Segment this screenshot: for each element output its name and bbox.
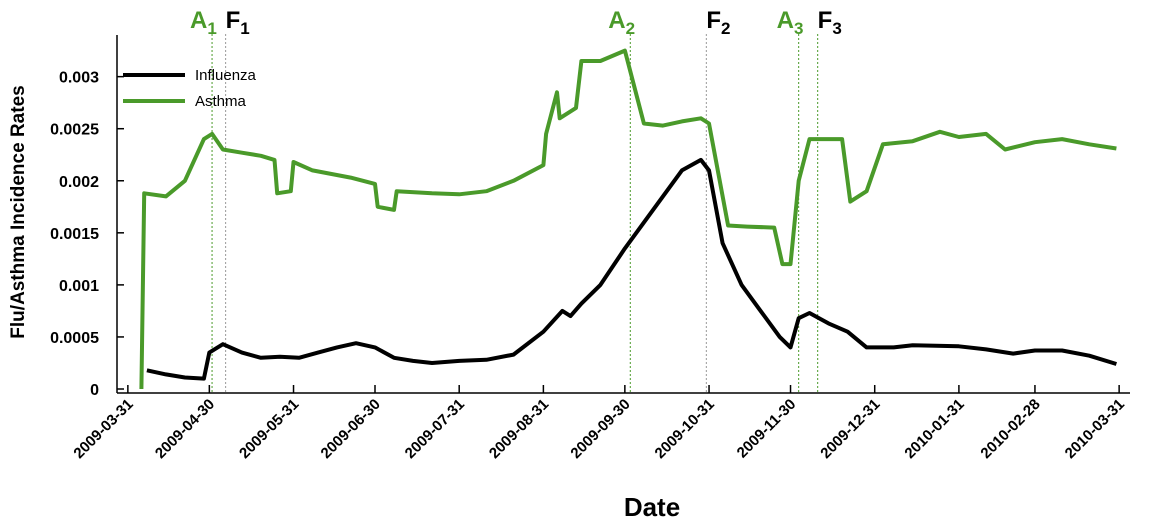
annotation-subscript: 2 bbox=[721, 19, 730, 38]
x-tick-label: 2009-11-30 bbox=[734, 396, 800, 462]
x-tick-label: 2009-05-31 bbox=[236, 396, 302, 462]
annotation-letter: F bbox=[706, 7, 721, 34]
annotation-label: F1 bbox=[226, 7, 250, 38]
y-tick-label: 0 bbox=[90, 382, 99, 399]
annotation-letter: F bbox=[818, 7, 833, 34]
annotation-subscript: 3 bbox=[794, 19, 803, 38]
x-tick-label: 2009-12-31 bbox=[817, 396, 883, 462]
x-tick-label: 2009-06-30 bbox=[318, 396, 384, 462]
y-axis-label: Flu/Asthma Incidence Rates bbox=[8, 85, 29, 338]
x-tick-label: 2009-03-31 bbox=[70, 396, 136, 462]
annotation-subscript: 3 bbox=[832, 19, 841, 38]
x-tick-label: 2009-10-31 bbox=[652, 396, 718, 462]
annotation-subscript: 1 bbox=[207, 19, 216, 38]
x-tick-label: 2010-01-31 bbox=[901, 396, 967, 462]
x-tick-label: 2009-07-31 bbox=[402, 396, 468, 462]
annotation-letter: A bbox=[608, 7, 625, 34]
y-tick-label: 0.002 bbox=[59, 174, 99, 191]
annotation-subscript: 2 bbox=[626, 19, 635, 38]
y-tick-label: 0.001 bbox=[59, 278, 99, 295]
annotation-letter: F bbox=[226, 7, 241, 34]
annotation-subscript: 1 bbox=[240, 19, 249, 38]
annotation-label: A3 bbox=[777, 7, 804, 38]
annotation-letter: A bbox=[777, 7, 794, 34]
x-tick-label: 2009-09-30 bbox=[567, 396, 633, 462]
x-tick-label: 2009-04-30 bbox=[152, 396, 218, 462]
series-line bbox=[146, 157, 1117, 381]
x-tick-label: 2010-02-28 bbox=[977, 396, 1043, 462]
y-tick-label: 0.0025 bbox=[50, 122, 99, 139]
y-tick-label: 0.003 bbox=[59, 70, 99, 87]
x-tick-label: 2009-08-31 bbox=[486, 396, 552, 462]
y-tick-label: 0.0005 bbox=[50, 330, 99, 347]
annotation-label: F2 bbox=[706, 7, 730, 38]
annotation-letter: A bbox=[190, 7, 207, 34]
annotation-label: A1 bbox=[190, 7, 217, 38]
legend-label: Asthma bbox=[195, 93, 247, 110]
x-tick-label: 2010-03-31 bbox=[1062, 396, 1128, 462]
series-line bbox=[139, 48, 1117, 390]
annotation-label: A2 bbox=[608, 7, 635, 38]
annotation-label: F3 bbox=[818, 7, 842, 38]
x-axis-label: Date bbox=[624, 492, 680, 522]
y-tick-label: 0.0015 bbox=[50, 226, 99, 243]
legend-label: Influenza bbox=[195, 67, 257, 84]
